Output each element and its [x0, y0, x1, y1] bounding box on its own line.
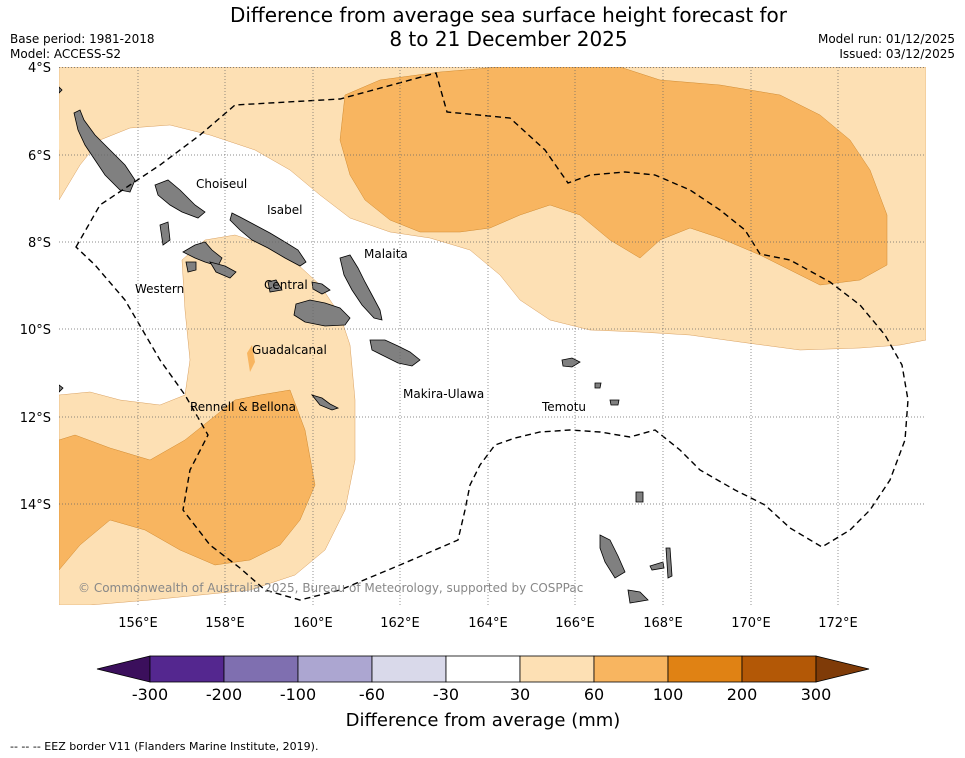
colorbar-tick: -100 — [280, 685, 316, 704]
region-label-isabel: Isabel — [267, 203, 302, 217]
colorbar: -300 -200 -100 -60 -30 30 60 100 200 300… — [96, 655, 870, 731]
region-label-makira-ulawa: Makira-Ulawa — [403, 387, 484, 401]
lat-label-14s: 14°S — [20, 498, 51, 513]
colorbar-bin — [741, 655, 817, 683]
island-vanuatu-e — [635, 491, 644, 503]
colorbar-tick: -200 — [206, 685, 242, 704]
colorbar-tick: -30 — [433, 685, 459, 704]
island-western-a — [154, 179, 206, 219]
colorbar-tick: 100 — [653, 685, 684, 704]
island-isabel — [229, 212, 307, 267]
island-vanuatu-c — [665, 547, 673, 579]
colorbar-bin — [519, 655, 595, 683]
colorbar-tick: 60 — [584, 685, 604, 704]
lon-label-164e: 164°E — [468, 616, 508, 631]
island-temotu-c — [609, 399, 620, 406]
region-label-choiseul: Choiseul — [196, 177, 247, 191]
lat-label-4s: 4°S — [28, 61, 51, 76]
lon-label-168e: 168°E — [643, 616, 683, 631]
lon-label-160e: 160°E — [293, 616, 333, 631]
lat-label-10s: 10°S — [20, 323, 51, 338]
island-vanuatu-d — [649, 561, 665, 571]
colorbar-bin — [223, 655, 299, 683]
lat-label-8s: 8°S — [28, 236, 51, 251]
lon-label-170e: 170°E — [731, 616, 771, 631]
copyright-text: © Commonwealth of Australia 2025, Bureau… — [78, 581, 583, 595]
island-western-b — [159, 221, 171, 246]
colorbar-bin — [445, 655, 521, 683]
island-vanuatu-b — [627, 589, 649, 604]
colorbar-bin — [593, 655, 669, 683]
island-west-edge-b — [59, 384, 64, 393]
island-malaita — [339, 254, 383, 321]
island-central — [267, 279, 283, 293]
map-title-line2: 8 to 21 December 2025 — [389, 27, 628, 51]
meta-right: Model run: 01/12/2025 Issued: 03/12/2025 — [818, 32, 955, 62]
island-rennell — [310, 394, 340, 411]
colorbar-extend-high — [815, 655, 870, 683]
region-label-western: Western — [135, 282, 184, 296]
colorbar-tick: 300 — [801, 685, 832, 704]
model-text: Model: ACCESS-S2 — [10, 47, 122, 61]
colorbar-bin — [667, 655, 743, 683]
colorbar-extend-low — [96, 655, 151, 683]
colorbar-tick: 200 — [727, 685, 758, 704]
lon-label-156e: 156°E — [118, 616, 158, 631]
colorbar-tick: -60 — [359, 685, 385, 704]
anomaly-60-100-south — [59, 389, 316, 571]
region-label-malaita: Malaita — [364, 247, 408, 261]
map-plot-area: Choiseul Isabel Malaita Western Central … — [59, 67, 926, 605]
meta-left: Base period: 1981-2018 Model: ACCESS-S2 — [10, 32, 155, 62]
island-makira — [369, 339, 421, 367]
issued-text: Issued: 03/12/2025 — [839, 47, 955, 61]
lon-label-158e: 158°E — [205, 616, 245, 631]
eez-footnote: -- -- -- EEZ border V11 (Flanders Marine… — [10, 740, 319, 753]
colorbar-tick: -300 — [132, 685, 168, 704]
map-title-line1: Difference from average sea surface heig… — [229, 3, 788, 27]
graticule — [59, 67, 926, 605]
eez-border — [75, 72, 909, 601]
island-rendova — [209, 261, 237, 279]
model-run-text: Model run: 01/12/2025 — [817, 32, 955, 46]
island-choiseul — [73, 109, 136, 193]
colorbar-bin — [149, 655, 225, 683]
region-label-rennell-bellona: Rennell & Bellona — [190, 400, 296, 414]
lon-label-172e: 172°E — [818, 616, 858, 631]
colorbar-bin — [371, 655, 447, 683]
colorbar-bin — [297, 655, 373, 683]
longitude-labels: 156°E 158°E 160°E 162°E 164°E 166°E 168°… — [118, 616, 858, 631]
region-label-temotu: Temotu — [541, 400, 586, 414]
latitude-labels: 4°S 6°S 8°S 10°S 12°S 14°S — [20, 61, 51, 513]
island-vella — [185, 261, 197, 273]
lat-label-12s: 12°S — [20, 411, 51, 426]
colorbar-tick: 30 — [510, 685, 530, 704]
island-new-georgia — [182, 241, 223, 267]
island-santa-cruz — [561, 357, 581, 368]
island-florida — [311, 281, 331, 295]
base-period-text: Base period: 1981-2018 — [10, 32, 155, 46]
land — [59, 86, 673, 604]
lat-label-6s: 6°S — [28, 149, 51, 164]
island-temotu-b — [594, 382, 602, 389]
island-guadalcanal — [293, 299, 351, 327]
region-label-central: Central — [264, 278, 308, 292]
anomaly-60-100-guadalcanal — [247, 345, 255, 372]
anomaly-60-100-north — [339, 67, 888, 286]
lon-label-162e: 162°E — [380, 616, 420, 631]
colorbar-label: Difference from average (mm) — [346, 710, 621, 731]
island-west-edge-a — [59, 86, 63, 94]
region-label-guadalcanal: Guadalcanal — [252, 343, 327, 357]
lon-label-166e: 166°E — [555, 616, 595, 631]
island-vanuatu-a — [599, 534, 626, 579]
